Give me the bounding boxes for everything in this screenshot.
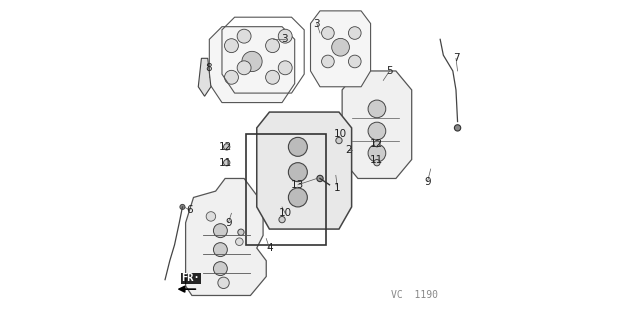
Circle shape	[213, 224, 227, 238]
Circle shape	[225, 39, 239, 53]
Text: FR·: FR·	[182, 273, 200, 283]
Text: 7: 7	[452, 53, 460, 63]
Text: VC  1190: VC 1190	[392, 291, 438, 300]
Text: 3: 3	[314, 19, 320, 28]
Circle shape	[266, 70, 280, 84]
Text: 11: 11	[218, 158, 232, 168]
Polygon shape	[209, 27, 294, 103]
Circle shape	[278, 61, 292, 75]
Circle shape	[289, 163, 307, 182]
Circle shape	[223, 144, 230, 150]
Text: 10: 10	[334, 129, 347, 139]
Circle shape	[279, 216, 285, 223]
Circle shape	[368, 100, 386, 118]
Text: 3: 3	[281, 34, 288, 44]
Circle shape	[321, 27, 334, 39]
Circle shape	[213, 262, 227, 276]
Circle shape	[218, 277, 229, 288]
Text: 5: 5	[387, 66, 393, 76]
Circle shape	[213, 243, 227, 256]
Circle shape	[368, 122, 386, 140]
Circle shape	[336, 137, 342, 144]
Circle shape	[374, 141, 380, 147]
Text: 10: 10	[278, 208, 292, 218]
Circle shape	[238, 229, 244, 235]
Circle shape	[278, 29, 292, 43]
Circle shape	[348, 27, 361, 39]
Text: 2: 2	[345, 145, 352, 155]
Text: 6: 6	[186, 205, 193, 215]
Polygon shape	[186, 178, 266, 295]
Text: 1: 1	[334, 183, 340, 193]
Circle shape	[237, 29, 251, 43]
Text: 8: 8	[205, 63, 212, 73]
Text: 9: 9	[225, 218, 232, 228]
Circle shape	[206, 212, 216, 221]
Circle shape	[317, 175, 323, 182]
Polygon shape	[257, 112, 351, 229]
Text: 4: 4	[266, 243, 273, 253]
Text: 9: 9	[424, 177, 431, 187]
Polygon shape	[198, 58, 211, 96]
Circle shape	[242, 51, 262, 71]
Text: 12: 12	[219, 142, 232, 152]
Circle shape	[180, 204, 185, 210]
Circle shape	[374, 160, 380, 166]
Circle shape	[321, 55, 334, 68]
Circle shape	[332, 38, 349, 56]
Circle shape	[289, 188, 307, 207]
Circle shape	[454, 125, 461, 131]
Text: 13: 13	[291, 180, 305, 190]
Circle shape	[223, 160, 230, 166]
Polygon shape	[342, 71, 412, 178]
Circle shape	[236, 238, 243, 246]
Polygon shape	[310, 11, 371, 87]
Circle shape	[266, 39, 280, 53]
Text: 11: 11	[371, 154, 383, 165]
Circle shape	[237, 61, 251, 75]
Circle shape	[289, 137, 307, 156]
Circle shape	[348, 55, 361, 68]
Text: 12: 12	[371, 139, 383, 149]
Circle shape	[368, 144, 386, 162]
Circle shape	[225, 70, 239, 84]
